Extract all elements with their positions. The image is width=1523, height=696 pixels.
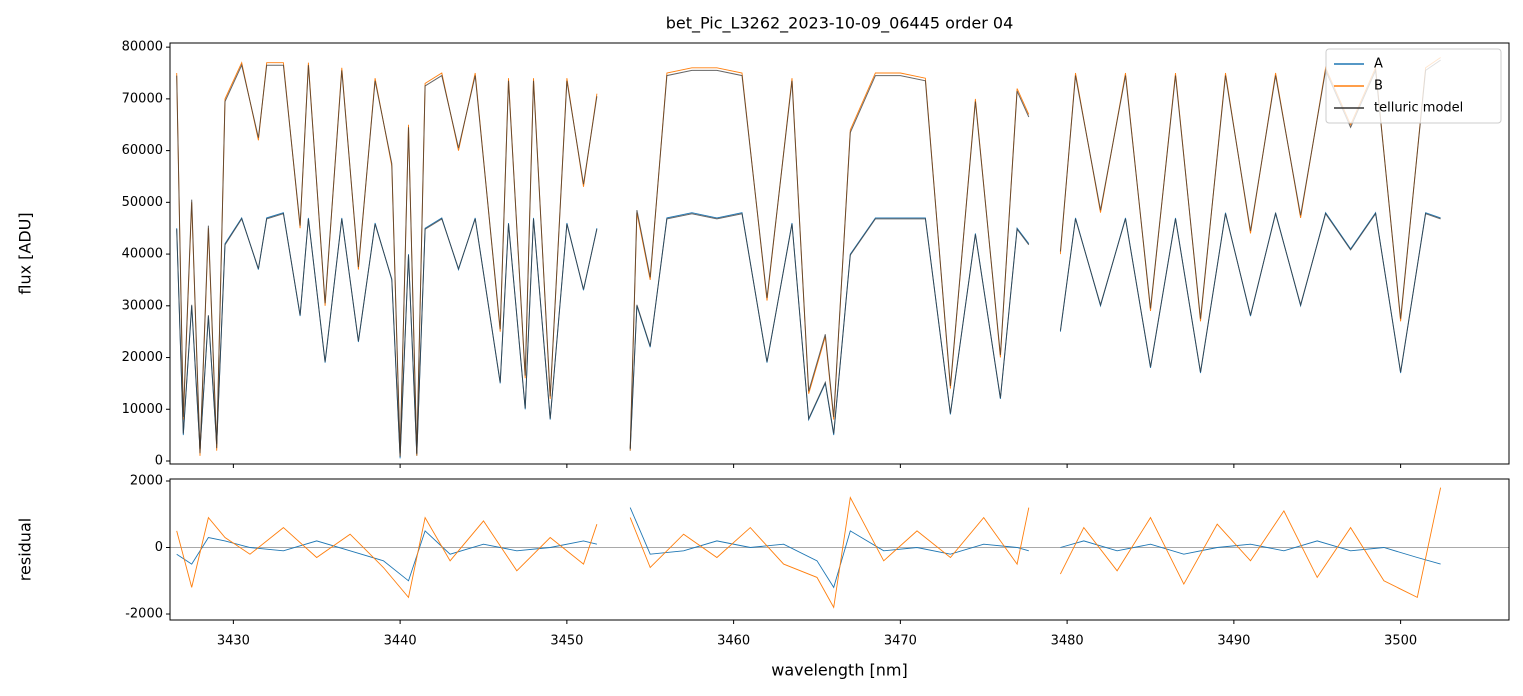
y-tick-label: 70000 — [122, 91, 163, 106]
y-axis-label: flux [ADU] — [16, 212, 35, 294]
y-tick-label: -2000 — [125, 607, 163, 622]
x-tick-label: 3430 — [217, 634, 250, 649]
legend-box — [1325, 48, 1502, 124]
x-tick-label: 3480 — [1051, 634, 1084, 649]
plot-frame — [169, 42, 1510, 465]
series-line — [176, 507, 1441, 589]
chart-title: bet_Pic_L3262_2023-10-09_06445 order 04 — [666, 14, 1014, 34]
y-tick-label: 0 — [155, 540, 163, 555]
x-tick-label: 3500 — [1384, 634, 1417, 649]
series-line — [176, 487, 1442, 609]
y-tick-label: 2000 — [130, 473, 163, 488]
y-tick-label: 40000 — [122, 247, 163, 262]
series-line — [176, 59, 1441, 454]
y-tick-label: 0 — [155, 453, 163, 468]
y-tick-label: 50000 — [122, 195, 163, 210]
y-tick-label: 10000 — [122, 402, 163, 417]
y-axis-label: residual — [16, 518, 35, 581]
x-tick-label: 3490 — [1217, 634, 1250, 649]
x-axis-label: wavelength [nm] — [771, 661, 908, 680]
x-tick-label: 3460 — [717, 634, 750, 649]
plot-frame — [169, 478, 1510, 621]
x-tick-label: 3470 — [884, 634, 917, 649]
legend-label: telluric model — [1374, 101, 1463, 116]
y-tick-label: 30000 — [122, 298, 163, 313]
x-tick-label: 3450 — [550, 634, 583, 649]
x-tick-label: 3440 — [384, 634, 417, 649]
series-line — [176, 211, 1441, 457]
legend-label: A — [1374, 57, 1383, 72]
series-line — [176, 211, 1441, 459]
legend-label: B — [1374, 79, 1383, 94]
y-tick-label: 80000 — [122, 40, 163, 55]
y-tick-label: 20000 — [122, 350, 163, 365]
series-line — [176, 57, 1441, 456]
y-tick-label: 60000 — [122, 143, 163, 158]
